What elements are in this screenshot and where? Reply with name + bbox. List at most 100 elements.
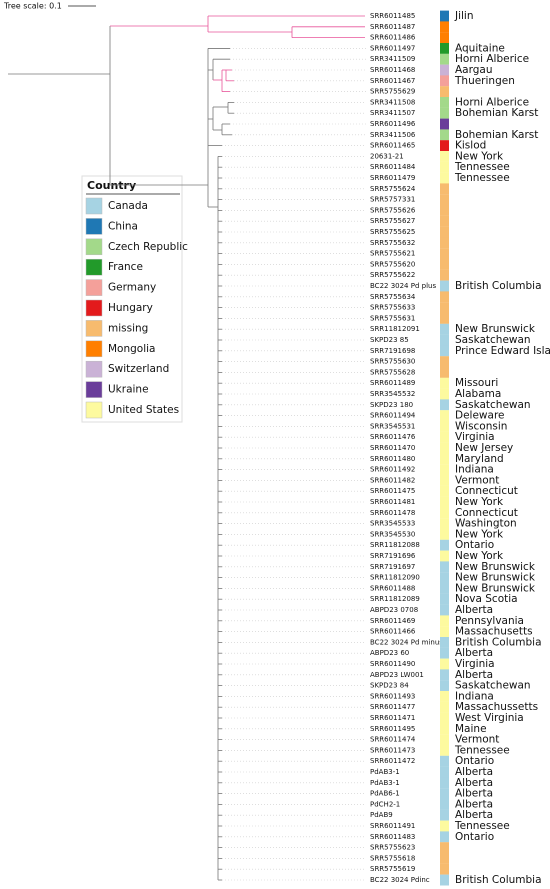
tree-scale-label: Tree scale: 0.1 xyxy=(3,2,62,11)
region-label: Tennessee xyxy=(454,820,510,832)
leaf-label: SRR6011468 xyxy=(370,66,415,74)
region-label: New Brunswick xyxy=(455,323,536,335)
country-band xyxy=(440,313,449,324)
country-band xyxy=(440,388,449,400)
region-label: Deleware xyxy=(455,410,505,422)
country-band xyxy=(440,194,449,206)
region-label: British Columbia xyxy=(455,874,542,886)
country-band xyxy=(440,269,449,281)
legend-swatch xyxy=(85,340,103,358)
leaf-label: SRR6011475 xyxy=(370,487,415,495)
country-band xyxy=(440,745,449,756)
legend-swatch xyxy=(85,238,103,256)
country-band xyxy=(440,226,449,238)
leaf-label: SRR6011489 xyxy=(370,379,415,387)
region-label: Saskatchewan xyxy=(455,680,531,692)
legend-label: Hungary xyxy=(108,302,153,314)
legend-box xyxy=(81,175,183,423)
leaf-label: SRR5755622 xyxy=(370,271,415,279)
country-band xyxy=(440,431,449,443)
leaf-label: PdAB9 xyxy=(370,811,393,819)
leaf-label: SRR11812091 xyxy=(370,325,420,333)
country-band xyxy=(440,334,449,346)
region-label: Jilin xyxy=(454,10,474,22)
leaf-label: SRR3411509 xyxy=(370,55,415,63)
country-band xyxy=(440,464,449,476)
leaf-label: SRR3545533 xyxy=(370,520,415,528)
leaf-label: SRR7191698 xyxy=(370,347,415,355)
country-band xyxy=(440,820,449,832)
country-band xyxy=(440,410,449,422)
leaf-label: SRR6011473 xyxy=(370,746,415,754)
country-band xyxy=(440,475,449,486)
region-label: Pennsylvania xyxy=(455,615,524,627)
legend-label: United States xyxy=(108,404,179,416)
leaf-label: SRR6011469 xyxy=(370,617,415,625)
region-label: New Brunswick xyxy=(455,561,536,573)
country-band xyxy=(440,215,449,227)
country-band xyxy=(440,842,449,854)
leaf-label: SRR11812089 xyxy=(370,595,420,603)
legend-label: Ukraine xyxy=(108,384,149,396)
region-label: Wisconsin xyxy=(455,420,507,432)
country-band xyxy=(440,53,449,65)
leaf-label: ABPD23 LW001 xyxy=(370,671,424,679)
country-band xyxy=(440,64,449,76)
region-label: Indiana xyxy=(455,690,494,702)
leaf-label: SRR6011494 xyxy=(370,412,416,420)
region-label: Aargau xyxy=(455,64,493,76)
country-band xyxy=(440,863,449,875)
country-band xyxy=(440,539,449,551)
region-label: Ontario xyxy=(455,539,494,551)
leaf-label: SRR6011471 xyxy=(370,714,415,722)
leaf-label: SRR6011483 xyxy=(370,833,415,841)
country-band xyxy=(440,10,449,22)
country-band xyxy=(440,777,449,789)
leaf-label: SRR5755628 xyxy=(370,368,415,376)
region-label: Alberta xyxy=(455,777,493,789)
region-label: Tennessee xyxy=(454,172,510,184)
legend-swatch xyxy=(85,218,103,235)
legend-label: Germany xyxy=(108,282,156,294)
country-band xyxy=(440,723,449,735)
leaf-label: SRR6011496 xyxy=(370,120,416,128)
leaf-label: PdAB3-1 xyxy=(370,768,400,776)
region-label: Kislod xyxy=(455,140,486,152)
leaf-label: SRR6011497 xyxy=(370,44,415,52)
country-band xyxy=(440,809,449,821)
country-band xyxy=(440,75,449,87)
country-band xyxy=(440,550,449,562)
country-band xyxy=(440,97,449,108)
leaf-label: SRR5755629 xyxy=(370,88,415,96)
region-label: Alberta xyxy=(455,647,493,659)
leaf-label: SRR3545532 xyxy=(370,390,415,398)
region-label: Connecticut xyxy=(455,485,518,497)
country-band xyxy=(440,593,449,605)
region-label: Bohemian Karst xyxy=(455,107,538,119)
country-band xyxy=(440,377,449,389)
legend-swatch xyxy=(85,360,103,378)
country-band xyxy=(440,453,449,465)
region-label: Virginia xyxy=(455,658,495,670)
region-label: Alberta xyxy=(455,604,493,616)
leaf-label: SRR6011480 xyxy=(370,455,415,463)
legend-swatch xyxy=(85,381,103,398)
leaf-label: PdAB6-1 xyxy=(370,790,400,798)
country-band xyxy=(440,518,449,530)
leaf-label: SRR5755630 xyxy=(370,358,415,366)
region-label: Virginia xyxy=(455,431,495,443)
leaf-label: SRR6011479 xyxy=(370,174,415,182)
country-band xyxy=(440,151,449,162)
country-band xyxy=(440,129,449,141)
country-band xyxy=(440,485,449,497)
leaf-label: 20631-21 xyxy=(370,152,404,160)
leaf-label: SRR5755624 xyxy=(370,185,416,193)
country-band xyxy=(440,161,449,173)
country-band xyxy=(440,799,449,810)
leaf-label: SRR6011470 xyxy=(370,444,415,452)
legend-label: Czech Republic xyxy=(108,241,188,253)
country-band xyxy=(440,831,449,843)
legend-label: Mongolia xyxy=(108,343,156,355)
country-band xyxy=(440,107,449,119)
leaf-label: SRR6011495 xyxy=(370,725,415,733)
